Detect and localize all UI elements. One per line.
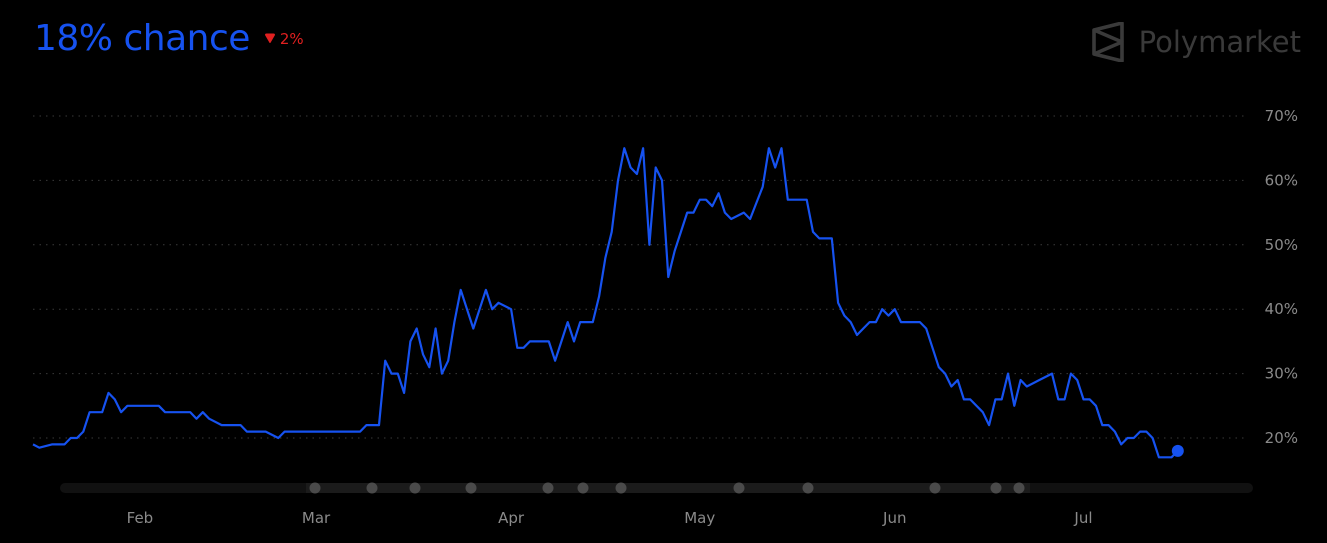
scrubber-marker-8[interactable]	[733, 482, 745, 494]
chance-value: 18% chance	[34, 18, 250, 59]
timeline-scrubber[interactable]	[60, 482, 1253, 494]
scrubber-marker-11[interactable]	[990, 482, 1002, 494]
caret-down-icon	[264, 33, 275, 44]
x-tick-feb: Feb	[127, 509, 154, 527]
y-tick-70: 70%	[1265, 107, 1298, 125]
y-tick-20: 20%	[1265, 429, 1298, 447]
y-tick-50: 50%	[1265, 236, 1298, 254]
change-value: 2%	[279, 29, 304, 48]
scrubber-range	[306, 483, 1030, 493]
y-axis: 20% 30% 40% 50% 60% 70%	[1265, 107, 1298, 447]
scrubber-marker-2[interactable]	[366, 482, 378, 494]
brand-name: Polymarket	[1138, 25, 1301, 59]
x-tick-jun: Jun	[882, 509, 906, 527]
scrubber-marker-1[interactable]	[309, 482, 321, 494]
headline: 18% chance 2%	[34, 18, 304, 59]
x-tick-mar: Mar	[302, 509, 331, 527]
scrubber-marker-7[interactable]	[615, 482, 627, 494]
chart-gridlines	[33, 115, 1245, 439]
brand[interactable]: Polymarket	[1091, 22, 1301, 62]
scrubber-marker-10[interactable]	[929, 482, 941, 494]
scrubber-marker-9[interactable]	[802, 482, 814, 494]
y-tick-40: 40%	[1265, 300, 1298, 318]
scrubber-marker-6[interactable]	[577, 482, 589, 494]
polymarket-logo-icon	[1091, 22, 1124, 62]
x-tick-may: May	[684, 509, 715, 527]
y-tick-30: 30%	[1265, 365, 1298, 383]
scrubber-marker-4[interactable]	[465, 482, 477, 494]
x-tick-jul: Jul	[1073, 509, 1092, 527]
x-tick-apr: Apr	[498, 509, 525, 527]
scrubber-marker-12[interactable]	[1013, 482, 1025, 494]
y-tick-60: 60%	[1265, 171, 1298, 189]
series-line	[32, 147, 1179, 459]
x-axis: Feb Mar Apr May Jun Jul	[127, 509, 1093, 527]
change-indicator: 2%	[264, 30, 304, 48]
series-end-point[interactable]	[1171, 444, 1184, 457]
scrubber-marker-3[interactable]	[409, 482, 421, 494]
scrubber-marker-5[interactable]	[542, 482, 554, 494]
